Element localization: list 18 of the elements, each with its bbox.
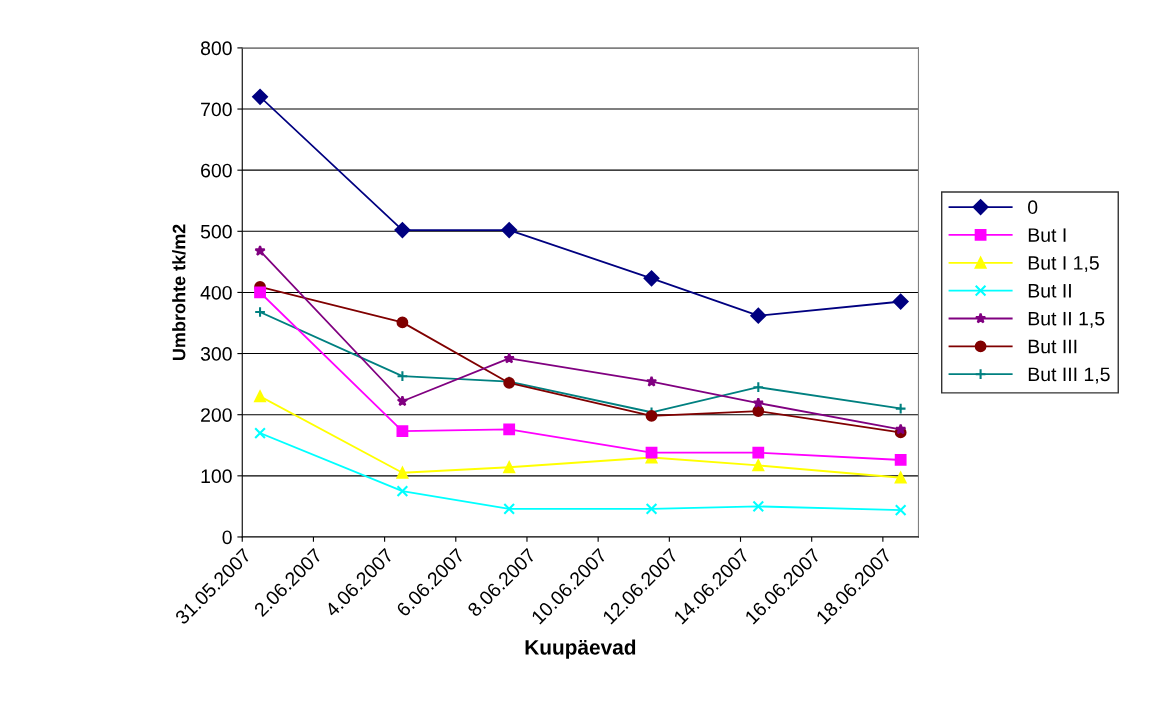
legend-label: But III [1028, 339, 1077, 354]
y-tick-label: 800 [200, 41, 232, 56]
legend-label: But I 1,5 [1028, 256, 1099, 273]
y-axis-title: Umbrohte tk/m2 [172, 224, 186, 361]
legend-label: But III 1,5 [1028, 367, 1110, 384]
x-axis-title: Kuupäevad [525, 639, 636, 659]
legend-label: But II [1028, 284, 1071, 298]
y-tick-label: 700 [201, 102, 232, 117]
legend-label: But I [1028, 228, 1066, 242]
y-tick-label: 0 [222, 530, 232, 545]
y-tick-label: 100 [201, 469, 232, 484]
y-tick-label: 300 [200, 347, 232, 361]
legend-label: 0 [1028, 200, 1038, 215]
y-tick-label: 400 [200, 285, 232, 300]
y-tick-label: 600 [201, 163, 232, 178]
y-tick-label: 200 [201, 408, 232, 422]
y-tick-label: 500 [200, 224, 232, 239]
legend-label: But II 1,5 [1028, 311, 1105, 328]
